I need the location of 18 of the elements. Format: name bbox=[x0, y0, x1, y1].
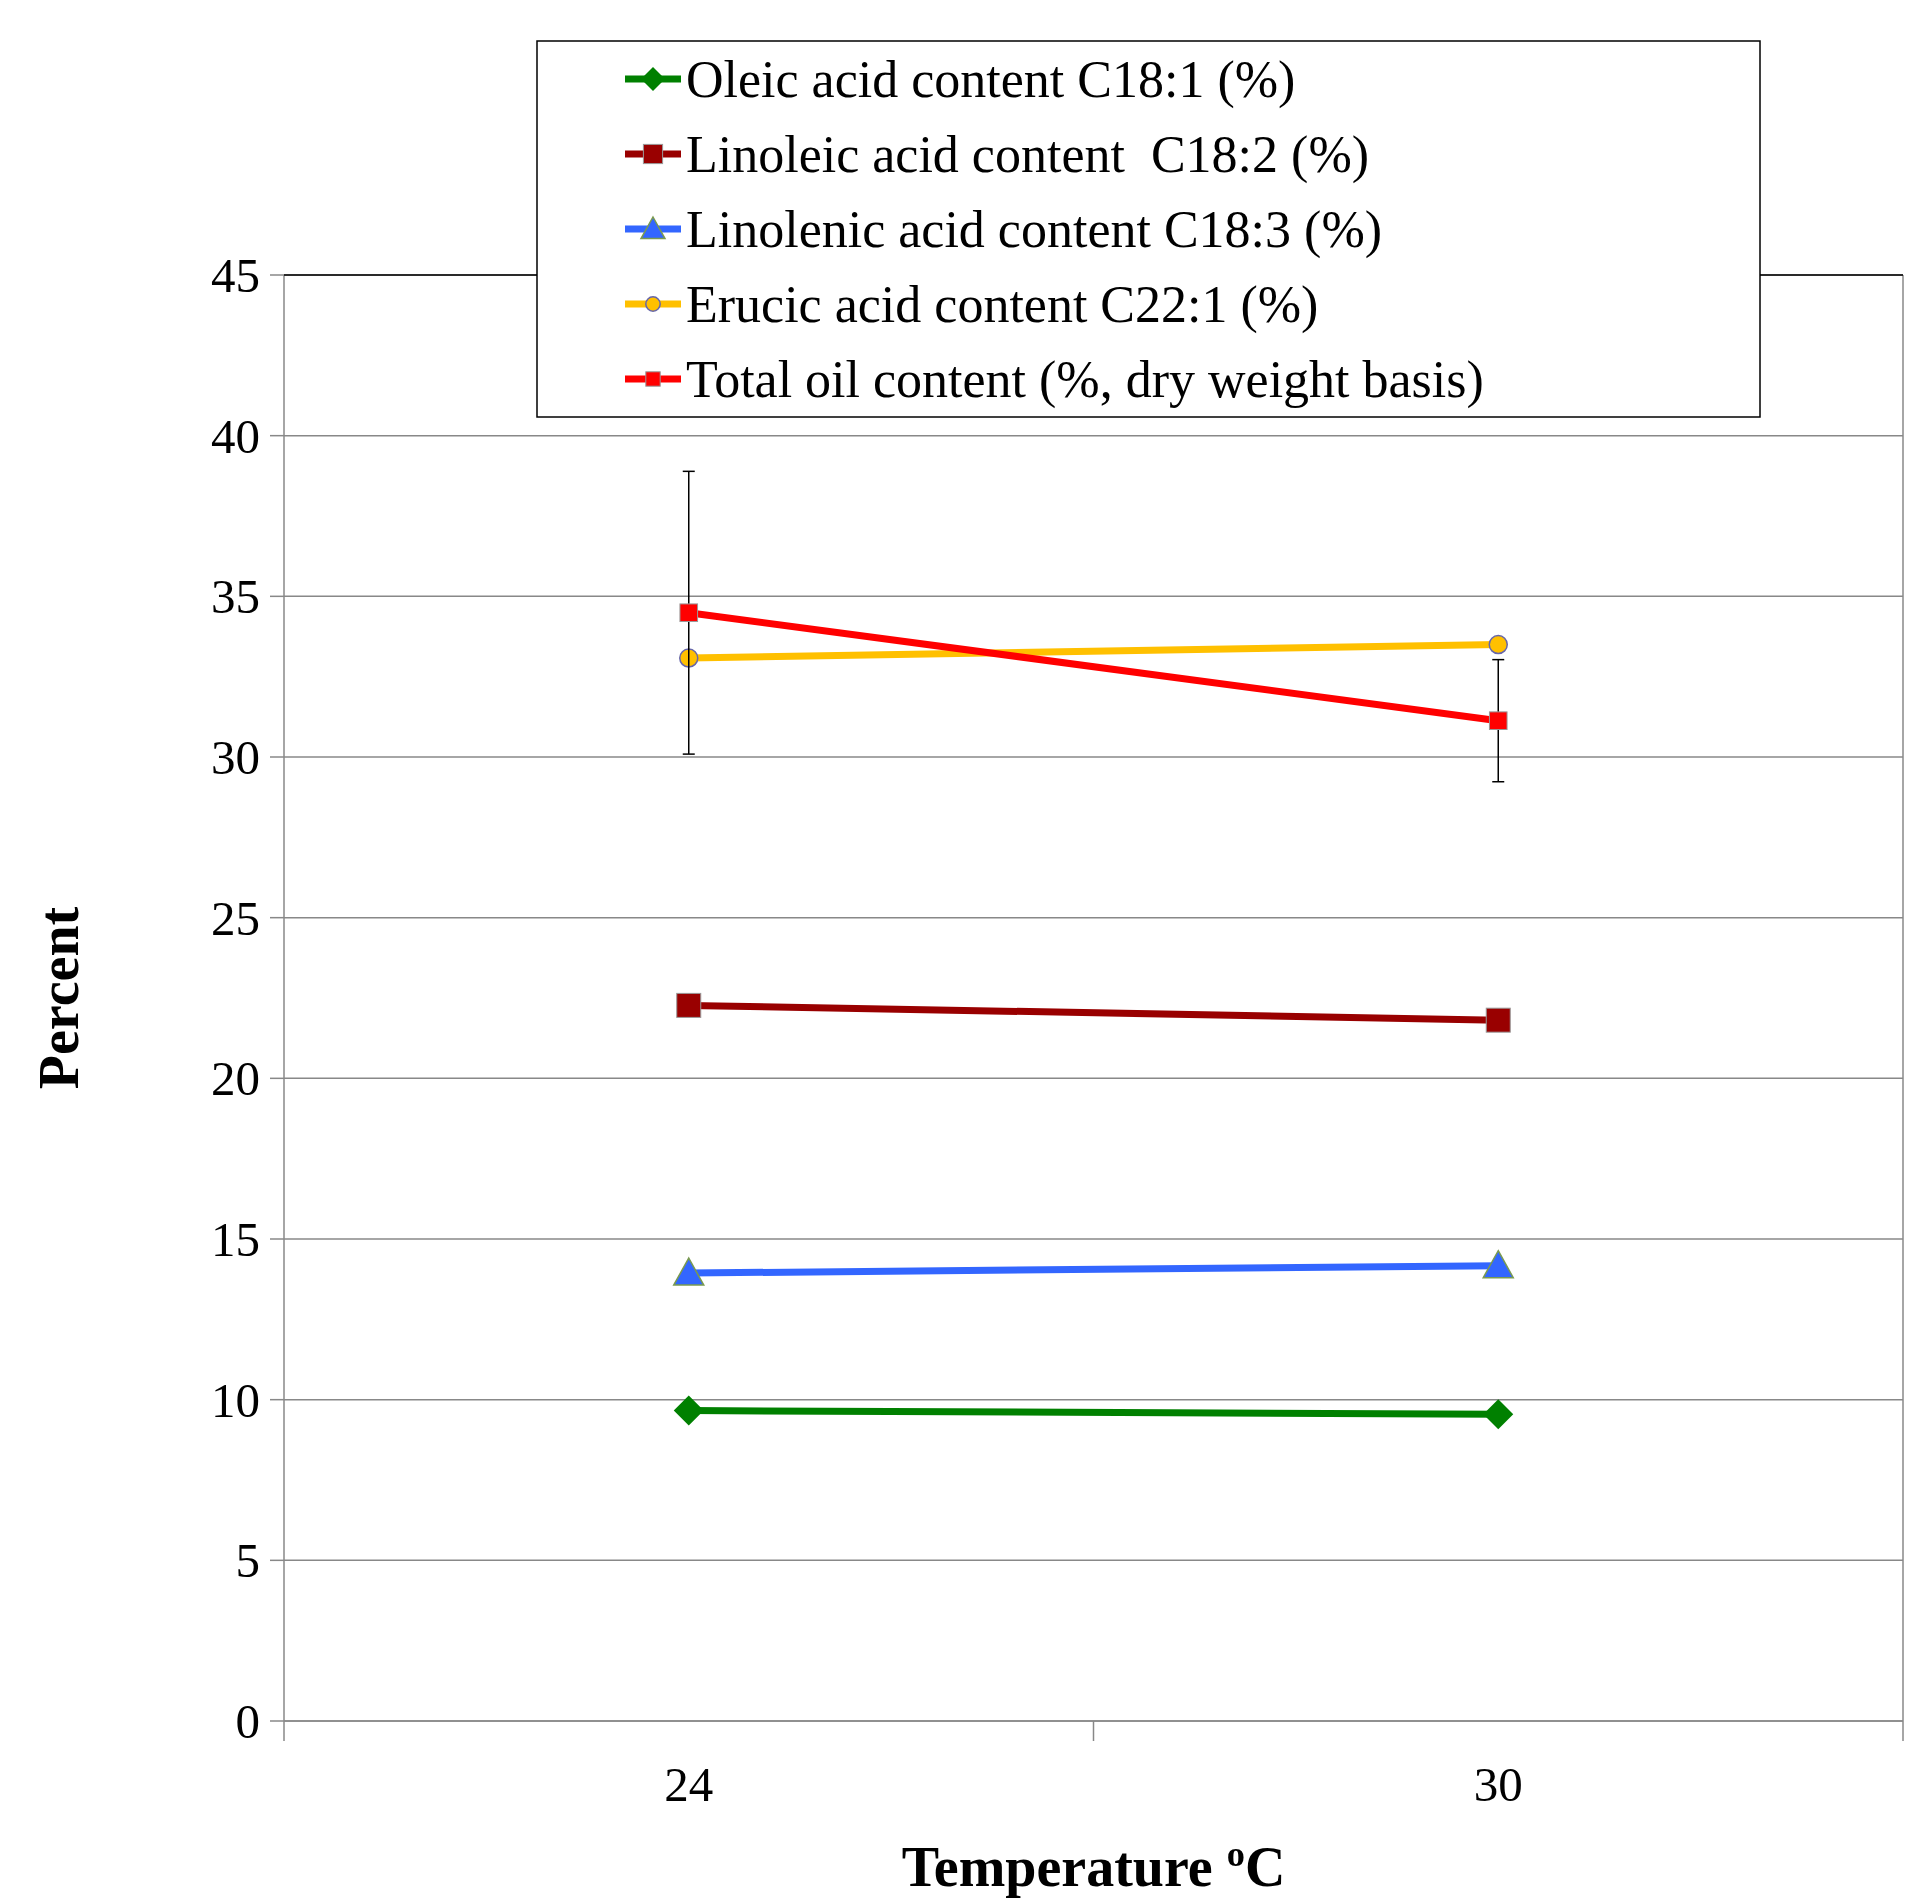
y-tick-label: 20 bbox=[211, 1051, 260, 1107]
y-tick-label: 30 bbox=[211, 730, 260, 786]
y-tick-label: 35 bbox=[211, 569, 260, 625]
legend-label: Oleic acid content C18:1 (%) bbox=[686, 51, 1296, 110]
y-axis-title: Percent bbox=[28, 906, 90, 1090]
x-tick-label: 24 bbox=[664, 1757, 714, 1812]
legend-label: Linolenic acid content C18:3 (%) bbox=[686, 201, 1383, 260]
legend-label: Erucic acid content C22:1 (%) bbox=[686, 276, 1319, 335]
legend-label: Total oil content (%, dry weight basis) bbox=[686, 351, 1484, 410]
legend-label: Linoleic acid content C18:2 (%) bbox=[686, 126, 1370, 185]
y-tick-label: 10 bbox=[211, 1372, 260, 1428]
y-tick-label: 40 bbox=[211, 408, 260, 464]
x-axis-title: Temperature $^{o}$C bbox=[901, 1834, 1286, 1898]
y-tick-label: 45 bbox=[211, 248, 260, 304]
y-tick-label: 25 bbox=[211, 890, 260, 946]
y-tick-label: 15 bbox=[211, 1212, 260, 1268]
y-tick-label: 0 bbox=[235, 1694, 260, 1750]
y-tick-label: 5 bbox=[235, 1533, 260, 1589]
